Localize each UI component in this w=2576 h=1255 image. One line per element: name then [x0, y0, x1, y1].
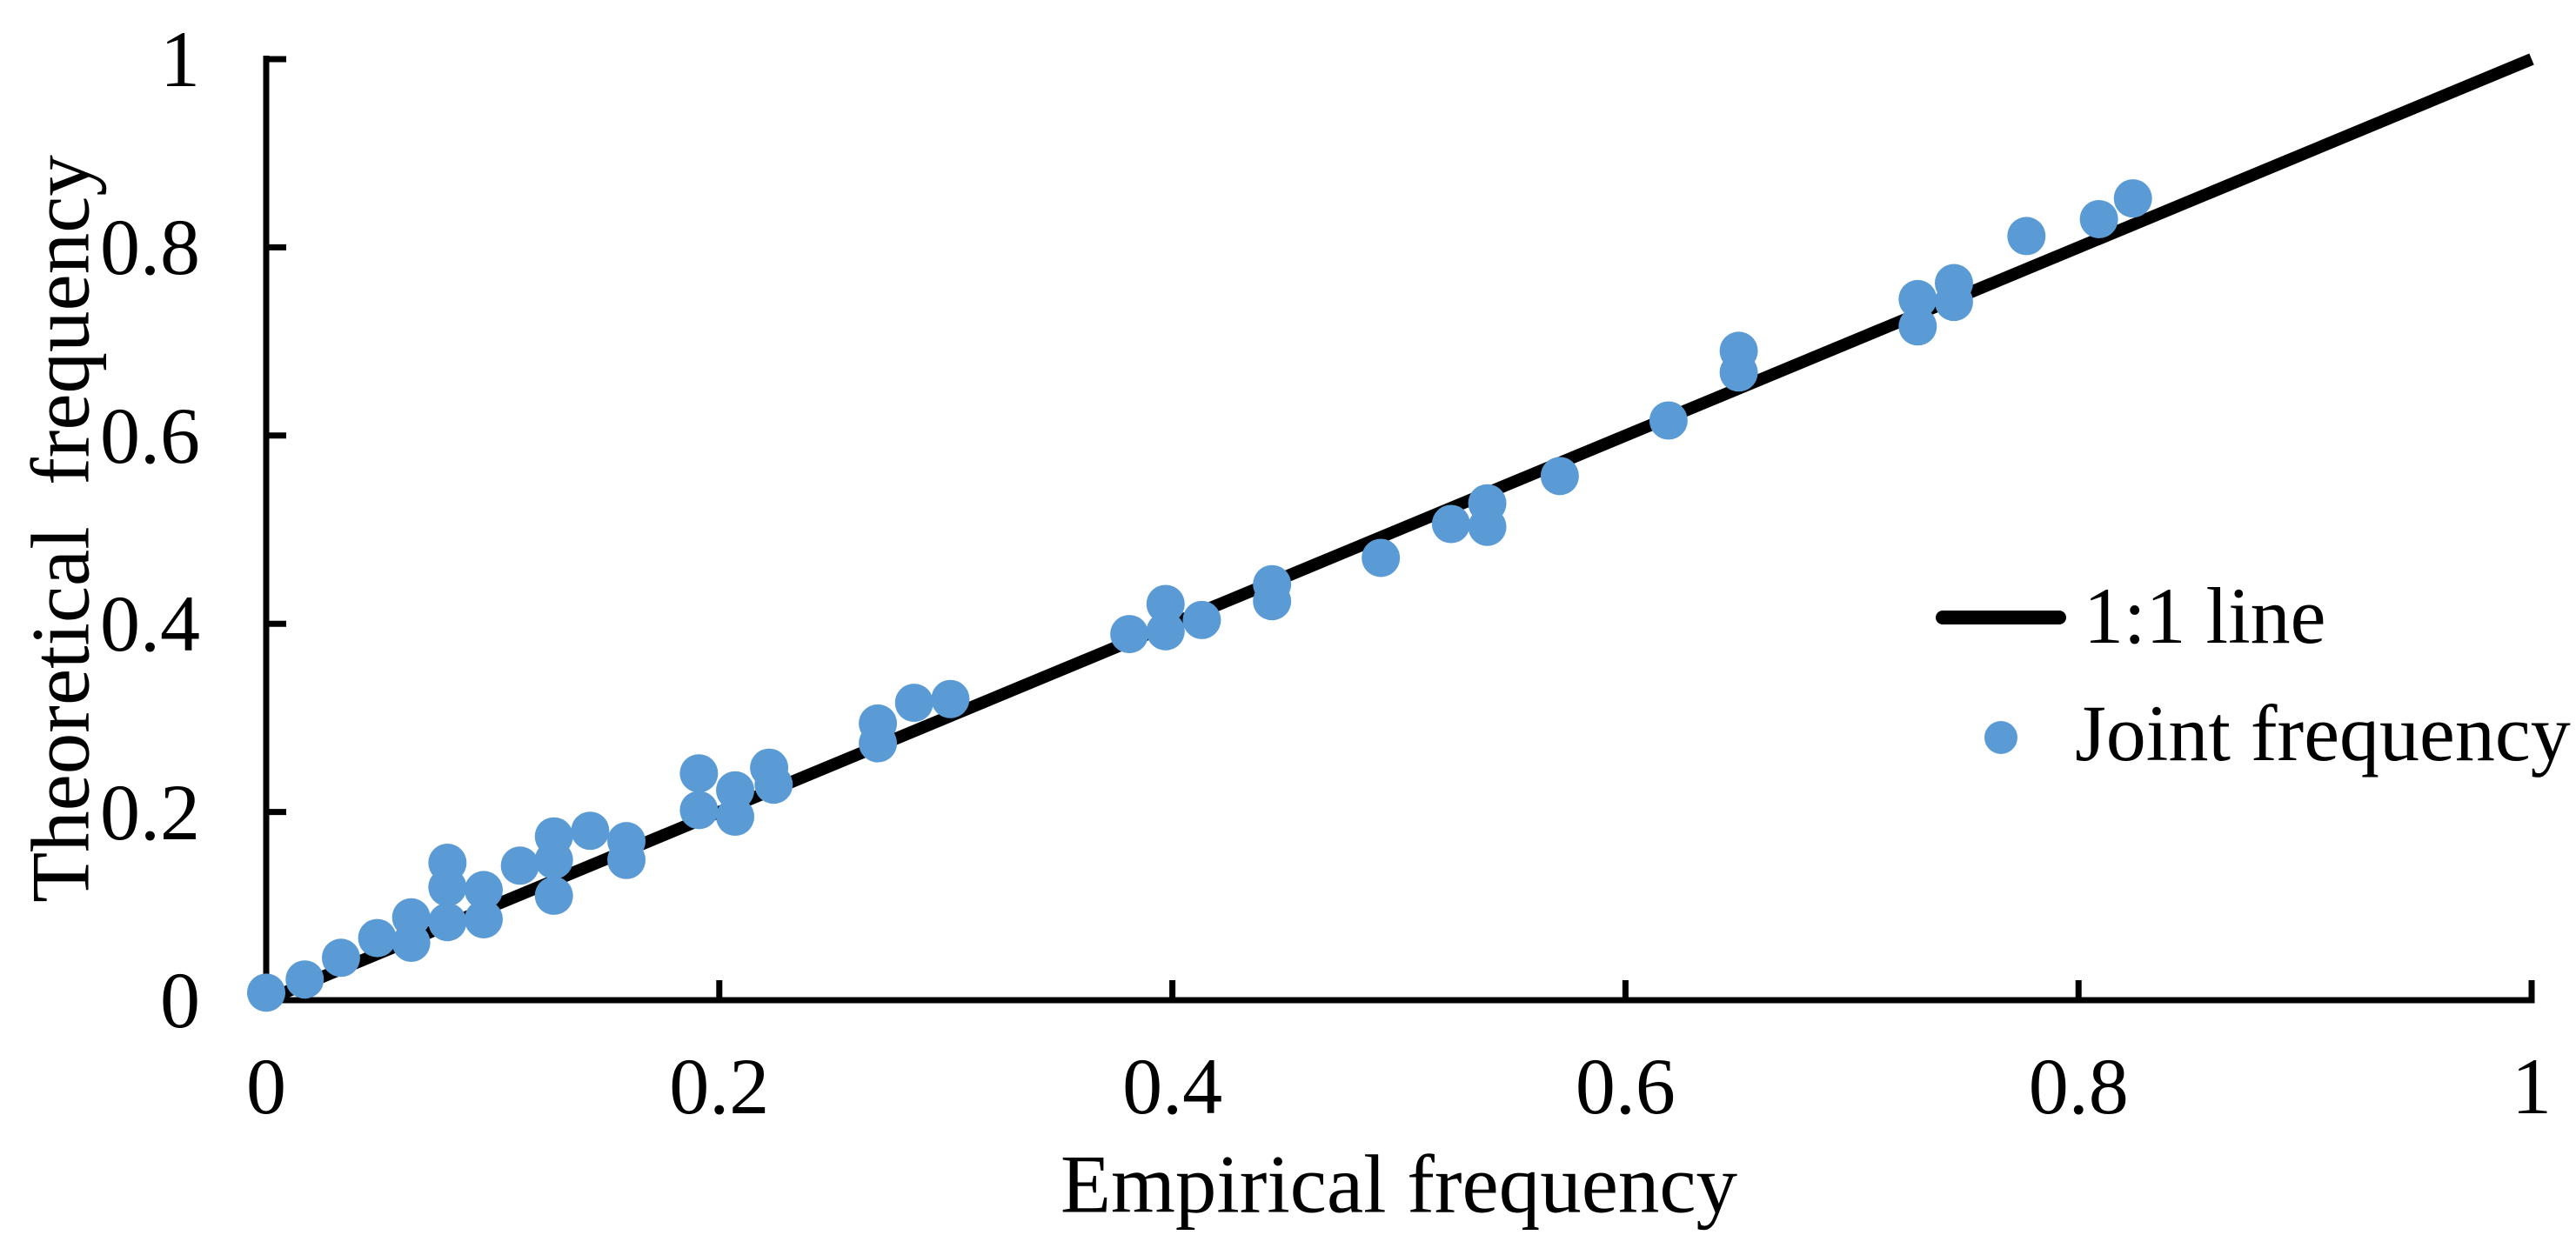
scatter-point	[894, 684, 933, 723]
y-tick-label: 0.8	[100, 203, 200, 292]
scatter-point	[500, 846, 539, 885]
scatter-point	[428, 903, 467, 942]
scatter-point	[754, 765, 793, 804]
y-tick-label: 0.2	[100, 767, 200, 857]
scatter-point	[1898, 307, 1937, 346]
scatter-point	[679, 754, 719, 793]
scatter-point	[358, 918, 397, 958]
legend-label-joint-frequency: Joint frequency	[2075, 689, 2571, 778]
scatter-point	[1362, 538, 1401, 577]
scatter-point	[1110, 615, 1149, 654]
scatter-point	[859, 724, 898, 763]
x-tick-label: 1	[2512, 1042, 2552, 1131]
x-tick-label: 0	[246, 1042, 286, 1131]
scatter-point	[931, 679, 970, 718]
scatter-point	[321, 938, 360, 978]
scatter-point	[1934, 283, 1973, 322]
scatter-point	[534, 876, 573, 915]
y-tick-label: 0.6	[100, 391, 200, 480]
scatter-point	[1540, 457, 1579, 496]
scatter-point	[716, 771, 755, 810]
scatter-point	[1146, 611, 1185, 651]
scatter-point	[1146, 584, 1185, 624]
y-tick-label: 1	[160, 15, 200, 103]
x-tick-label: 0.8	[2028, 1042, 2129, 1131]
scatter-point	[391, 923, 431, 962]
x-tick-label: 0.4	[1122, 1042, 1223, 1131]
legend-line-sample-icon	[1936, 611, 2066, 624]
legend-label-1-1-line: 1:1 line	[2084, 571, 2326, 660]
x-tick-label: 0.2	[669, 1042, 770, 1131]
one-to-one-line	[264, 53, 2534, 1006]
scatter-point	[428, 868, 467, 907]
scatter-point	[247, 973, 285, 1012]
x-axis-title: Empirical frequency	[1060, 1138, 1738, 1231]
scatter-point	[571, 811, 610, 851]
scatter-point	[1649, 401, 1688, 440]
legend-dot-sample-icon	[1984, 721, 2017, 754]
scatter-point	[534, 840, 573, 879]
scatter-point	[1253, 582, 1292, 621]
scatter-point	[607, 840, 646, 879]
scatter-point	[679, 791, 719, 830]
scatter-point	[1468, 507, 1507, 546]
scatter-point	[2007, 217, 2046, 256]
x-tick-label: 0.6	[1575, 1042, 1676, 1131]
scatter-point	[464, 899, 503, 938]
scatter-point	[464, 871, 503, 910]
scatter-point	[1431, 504, 1470, 544]
y-tick-label: 0.4	[100, 579, 200, 669]
y-axis-title: Theoretical frequency	[14, 155, 107, 903]
scatter-point	[1719, 353, 1758, 392]
scatter-point	[2113, 179, 2152, 218]
y-tick-label: 0	[160, 956, 200, 1045]
scatter-point	[285, 960, 325, 999]
scatter-point	[2079, 199, 2118, 238]
scatter-point	[1182, 600, 1221, 639]
scatter-point	[716, 798, 755, 837]
scatter-point	[1898, 279, 1937, 318]
